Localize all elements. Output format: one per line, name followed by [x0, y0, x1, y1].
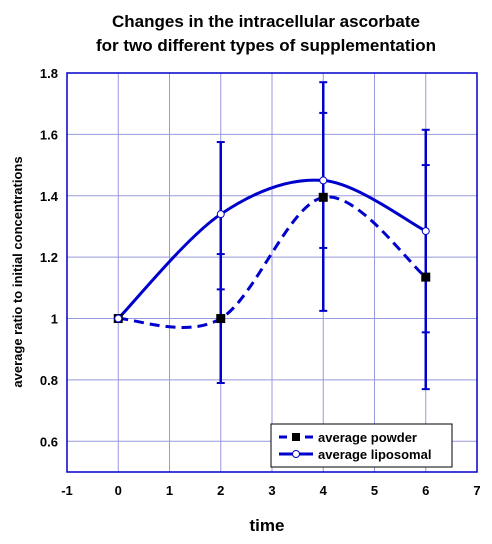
data-point-liposomal [216, 210, 225, 219]
legend-marker-liposomal [292, 450, 300, 458]
x-tick-label: 1 [166, 483, 173, 498]
x-tick-label: 6 [422, 483, 429, 498]
chart-title-line-1: Changes in the intracellular ascorbate [112, 12, 420, 31]
x-tick-label: 0 [115, 483, 122, 498]
chart-title-line-2: for two different types of supplementati… [96, 36, 436, 55]
legend-marker-powder [292, 433, 300, 441]
legend-label-powder: average powder [318, 430, 417, 445]
data-point-liposomal [319, 176, 328, 185]
y-tick-label: 1.8 [40, 66, 58, 81]
markers [113, 176, 431, 324]
series-lines [117, 178, 427, 329]
x-tick-label: -1 [61, 483, 73, 498]
x-axis-ticks: -1 0 1 2 3 4 5 6 7 [61, 483, 480, 498]
series-line-1 [117, 178, 427, 320]
grid [66, 72, 478, 472]
x-tick-label: 3 [268, 483, 275, 498]
x-tick-label: 5 [371, 483, 378, 498]
data-point-powder [216, 314, 226, 324]
data-point-liposomal [421, 227, 430, 236]
series-line-0 [118, 195, 427, 329]
y-axis-label: average ratio to initial concentrations [10, 156, 25, 387]
plot-frame [66, 72, 478, 473]
y-tick-label: 1.2 [40, 250, 58, 265]
y-axis-ticks: 0.6 0.8 1 1.2 1.4 1.6 1.8 [40, 66, 59, 449]
data-point-liposomal [114, 314, 123, 323]
error-bars [216, 81, 430, 391]
y-tick-label: 1.6 [40, 127, 58, 142]
y-tick-label: 0.8 [40, 373, 58, 388]
legend-label-liposomal: average liposomal [318, 447, 431, 462]
x-tick-label: 2 [217, 483, 224, 498]
y-tick-label: 1.4 [40, 189, 59, 204]
data-point-powder [421, 272, 431, 282]
y-tick-label: 0.6 [40, 434, 58, 449]
y-tick-label: 1 [51, 312, 58, 327]
legend-box [270, 423, 453, 468]
data-point-powder [318, 192, 328, 202]
x-tick-label: 4 [320, 483, 328, 498]
x-tick-label: 7 [473, 483, 480, 498]
x-axis-label: time [250, 516, 285, 535]
legend: average powder average liposomal [270, 423, 453, 468]
